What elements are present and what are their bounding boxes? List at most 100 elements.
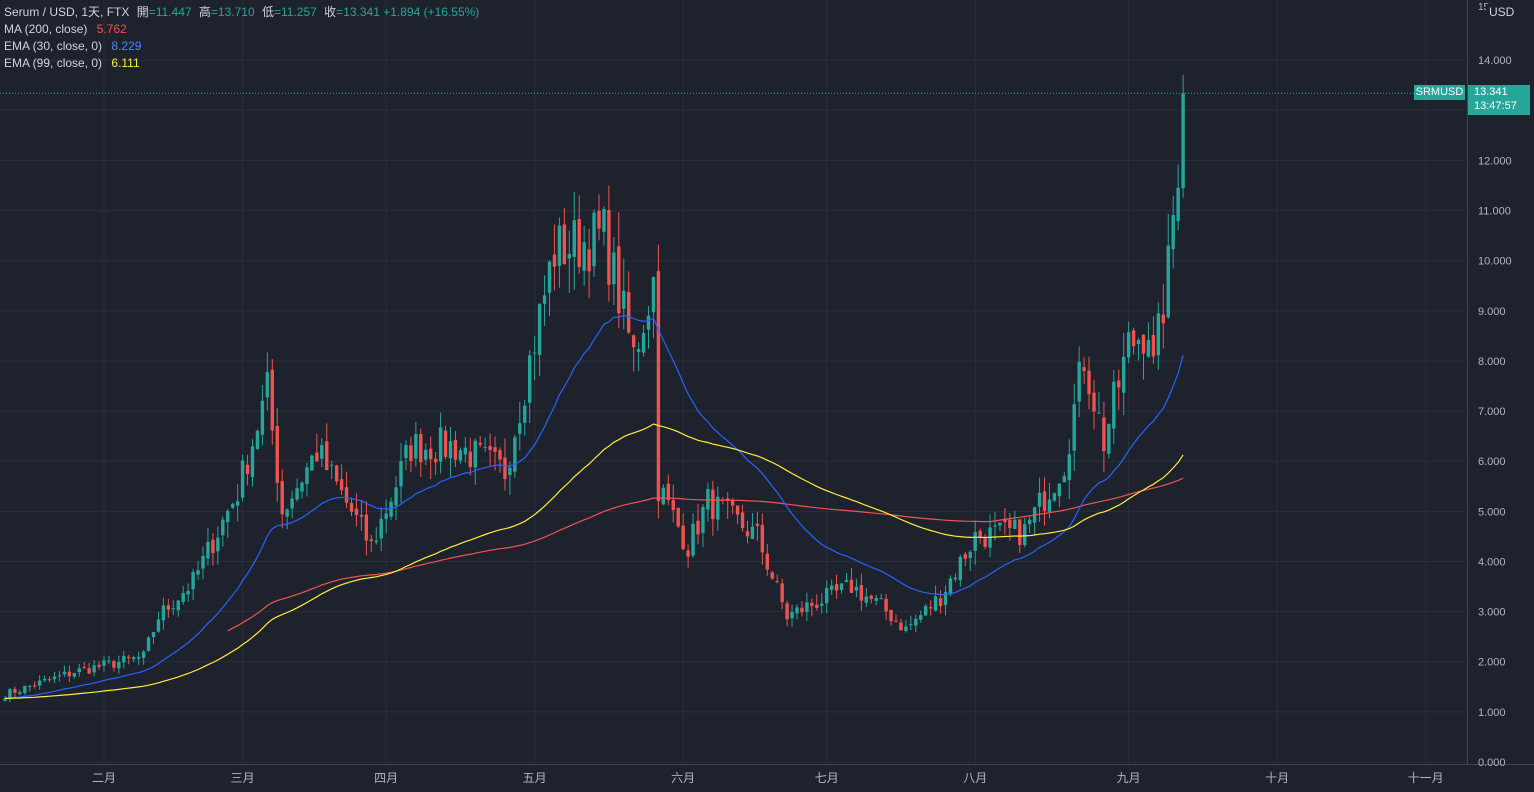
candle-body: [344, 487, 349, 503]
candle-body: [42, 678, 47, 681]
candle-body: [295, 488, 299, 500]
candle-body: [854, 586, 859, 591]
bar-countdown: 13:47:57: [1474, 100, 1517, 112]
candle-body: [1176, 187, 1180, 222]
candle-body: [844, 580, 849, 582]
candle-body: [933, 596, 938, 611]
candle-body: [874, 598, 878, 601]
candle-body: [8, 689, 12, 700]
candle-body: [983, 538, 987, 547]
candle-body: [884, 598, 888, 612]
price-tick-label: 3.000: [1478, 607, 1506, 619]
candle-body: [216, 537, 220, 552]
candle-body: [612, 252, 616, 285]
candle-body: [909, 624, 913, 626]
legend-ema30-row[interactable]: EMA (30, close, 0) 8.229: [4, 38, 479, 55]
time-tick-label: 八月: [963, 771, 987, 785]
candle-body: [463, 447, 468, 455]
candle-body: [869, 595, 873, 599]
candle-body: [255, 430, 260, 449]
candle-body: [226, 511, 230, 523]
candle-body: [627, 292, 631, 333]
candle-body: [315, 452, 319, 462]
candle-body: [433, 458, 438, 463]
candle-body: [334, 465, 339, 482]
candle-body: [1077, 361, 1081, 402]
candle-body: [1181, 93, 1185, 189]
time-tick-label: 十月: [1265, 771, 1289, 785]
candle-body: [899, 622, 903, 631]
candle-body: [859, 584, 864, 601]
price-tick-label: 1.000: [1478, 707, 1506, 719]
candle-body: [57, 675, 62, 677]
candle-body: [280, 481, 284, 515]
candle-body: [146, 637, 151, 651]
time-tick-label: 十一月: [1408, 771, 1444, 785]
candle-body: [651, 277, 656, 313]
time-axis-labels: 二月 三月 四月 五月 六月 七月 八月 九月 十月 十一月: [92, 771, 1444, 785]
candle-body: [166, 605, 171, 610]
candle-body: [414, 434, 418, 459]
time-tick-label: 三月: [231, 771, 255, 785]
ema30-line: [4, 314, 1184, 699]
candle-body: [493, 447, 497, 452]
candle-body: [1117, 380, 1121, 388]
candle-body: [552, 254, 557, 267]
candle-body: [547, 261, 552, 293]
ema30-value: 8.229: [111, 39, 142, 53]
price-tick-label: 4.000: [1478, 556, 1506, 568]
price-tick-label: 5.000: [1478, 506, 1506, 518]
candle-body: [978, 530, 982, 538]
candle-body: [523, 405, 527, 423]
candle-body: [963, 553, 967, 559]
legend-ma200-row[interactable]: MA (200, close) 5.762: [4, 21, 479, 38]
candle-body: [1087, 370, 1091, 395]
candle-body: [795, 607, 799, 614]
candle-body: [1013, 519, 1017, 529]
price-tick-label: 2.000: [1478, 657, 1506, 669]
chart-legend: Serum / USD, 1天, FTX 開=11.447 高=13.710 低…: [4, 4, 479, 72]
time-tick-label: 五月: [523, 771, 547, 785]
ema30-label: EMA (30, close, 0): [4, 39, 103, 53]
low-value: =11.257: [273, 5, 317, 19]
candle-body: [1067, 454, 1071, 481]
candle-body: [820, 603, 824, 606]
candle-body: [919, 615, 923, 620]
candle-body: [815, 604, 819, 608]
currency-button[interactable]: USD: [1486, 4, 1518, 20]
candle-body: [701, 506, 705, 533]
candle-body: [646, 315, 651, 330]
candle-body: [117, 661, 121, 669]
candle-body: [730, 500, 735, 506]
candle-body: [745, 531, 750, 537]
candle-body: [1107, 423, 1111, 454]
candle-body: [597, 210, 601, 229]
candle-body: [1042, 491, 1047, 512]
ma200-label: MA (200, close): [4, 22, 88, 36]
time-tick-label: 九月: [1117, 771, 1141, 785]
candle-body: [528, 355, 532, 403]
candle-body: [270, 369, 274, 431]
candle-body: [13, 689, 17, 693]
candle-body: [330, 464, 334, 466]
candle-body: [424, 449, 428, 460]
candle-body: [696, 520, 700, 535]
open-value: =11.447: [148, 5, 192, 19]
candle-body: [924, 605, 928, 616]
time-tick-label: 二月: [92, 771, 116, 785]
candle-body: [750, 526, 755, 539]
candle-body: [755, 523, 760, 527]
candle-body: [181, 593, 185, 602]
candle-body: [631, 335, 636, 348]
candle-body: [369, 539, 373, 542]
candle-body: [889, 609, 893, 622]
candle-body: [379, 518, 383, 539]
ma200-line: [227, 477, 1184, 632]
candle-body: [443, 430, 448, 457]
price-tick-label: 12.000: [1478, 155, 1512, 167]
legend-ema99-row[interactable]: EMA (99, close, 0) 6.111: [4, 55, 479, 72]
candle-body: [250, 446, 255, 478]
candle-body: [404, 444, 408, 459]
candle-body: [622, 290, 626, 309]
